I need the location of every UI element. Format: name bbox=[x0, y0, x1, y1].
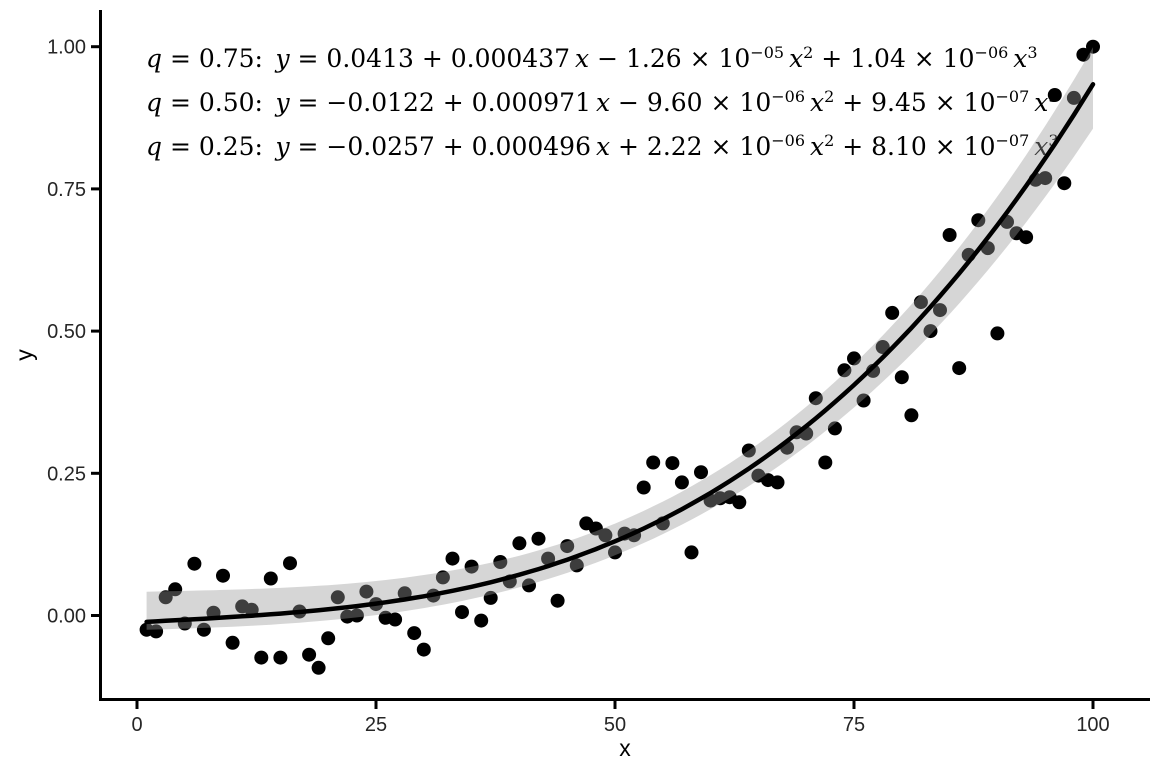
scatter-point bbox=[952, 361, 967, 376]
scatter-point bbox=[971, 213, 986, 228]
median-curve bbox=[144, 82, 1096, 625]
scatter-point bbox=[875, 340, 890, 354]
scatter-point bbox=[550, 593, 565, 608]
scatter-point bbox=[435, 570, 450, 585]
scatter-point bbox=[522, 578, 536, 593]
scatter-point bbox=[283, 556, 297, 571]
scatter-point bbox=[416, 642, 431, 657]
scatter-point bbox=[1038, 171, 1053, 186]
scatter-point bbox=[569, 558, 584, 573]
scatter-point bbox=[445, 551, 460, 566]
scatter-point bbox=[856, 393, 871, 408]
scatter-point bbox=[933, 303, 947, 318]
equation-q075: q = 0.75: y = 0.0413 + 0.000437 x − 1.26… bbox=[146, 43, 1038, 73]
x-tick-label: 25 bbox=[365, 714, 387, 736]
scatter-point bbox=[254, 650, 269, 665]
scatter-point bbox=[541, 551, 556, 566]
scatter-point bbox=[560, 539, 575, 554]
y-tick-label: 1.00 bbox=[47, 37, 86, 59]
scatter-point bbox=[923, 324, 938, 339]
x-axis-title: x bbox=[619, 735, 631, 761]
scatter-point bbox=[302, 647, 317, 662]
scatter-point bbox=[455, 605, 469, 620]
x-tick-label: 50 bbox=[604, 714, 626, 736]
scatter-point bbox=[349, 608, 364, 623]
scatter-point bbox=[474, 613, 489, 628]
scatter-point bbox=[665, 456, 680, 471]
scatter-point bbox=[1076, 47, 1091, 62]
scatter-point bbox=[1019, 230, 1034, 245]
scatter-point bbox=[732, 495, 747, 510]
scatter-point bbox=[531, 531, 546, 546]
scatter-point bbox=[885, 305, 900, 320]
scatter-point bbox=[827, 421, 842, 436]
scatter-point bbox=[770, 475, 785, 490]
scatter-point bbox=[1057, 176, 1072, 191]
scatter-point bbox=[942, 228, 957, 242]
equation-q050: q = 0.50: y = −0.0122 + 0.000971 x − 9.6… bbox=[146, 87, 1059, 117]
scatter-point bbox=[187, 556, 202, 571]
scatter-point bbox=[636, 480, 651, 495]
scatter-point bbox=[847, 351, 861, 366]
scatter-point bbox=[598, 528, 613, 543]
x-tick-label: 100 bbox=[1076, 714, 1109, 736]
scatter-point bbox=[1086, 39, 1100, 54]
y-tick-label: 0.25 bbox=[47, 463, 86, 485]
y-tick-label: 0.00 bbox=[47, 606, 86, 628]
scatter-point bbox=[913, 295, 928, 310]
scatter-point bbox=[388, 612, 403, 627]
scatter-point bbox=[837, 363, 852, 378]
scatter-point bbox=[694, 465, 708, 480]
scatter-point bbox=[407, 626, 422, 641]
scatter-point bbox=[990, 326, 1005, 341]
scatter-point bbox=[311, 660, 326, 675]
scatter-point bbox=[1066, 90, 1081, 105]
scatter-point bbox=[608, 545, 622, 560]
scatter-point bbox=[741, 443, 756, 458]
equation-annotations: q = 0.75: y = 0.0413 + 0.000437 x − 1.26… bbox=[146, 37, 1059, 169]
scatter-point bbox=[263, 571, 278, 586]
scatter-point bbox=[512, 536, 527, 551]
scatter-point bbox=[674, 475, 689, 490]
x-tick-label: 75 bbox=[843, 714, 865, 736]
scatter-point bbox=[464, 559, 479, 574]
scatter-point bbox=[359, 584, 374, 599]
scatter-point bbox=[168, 582, 183, 597]
scatter-point bbox=[808, 391, 823, 406]
scatter-point bbox=[894, 370, 909, 385]
scatter-point bbox=[273, 650, 288, 665]
x-tick-label: 0 bbox=[131, 714, 142, 736]
y-tick-label: 0.75 bbox=[47, 179, 86, 201]
scatter-point bbox=[149, 624, 164, 639]
scatter-point bbox=[216, 568, 230, 583]
scatter-point bbox=[196, 622, 211, 637]
scatter-point bbox=[158, 590, 173, 605]
scatter-point bbox=[321, 631, 336, 646]
confidence-band bbox=[146, 47, 1094, 630]
y-tick-label: 0.50 bbox=[47, 321, 86, 343]
scatter-point bbox=[904, 408, 919, 423]
scatter-point bbox=[684, 545, 699, 560]
scatter-point bbox=[225, 635, 240, 650]
equation-q025: q = 0.25: y = −0.0257 + 0.000496 x + 2.2… bbox=[146, 131, 1059, 161]
scatter-point bbox=[818, 455, 833, 470]
scatter-point bbox=[646, 455, 661, 470]
scatter-point bbox=[330, 590, 345, 605]
scatter-point bbox=[1047, 88, 1062, 102]
scatter-point bbox=[483, 590, 498, 605]
scatter-point bbox=[493, 555, 508, 569]
